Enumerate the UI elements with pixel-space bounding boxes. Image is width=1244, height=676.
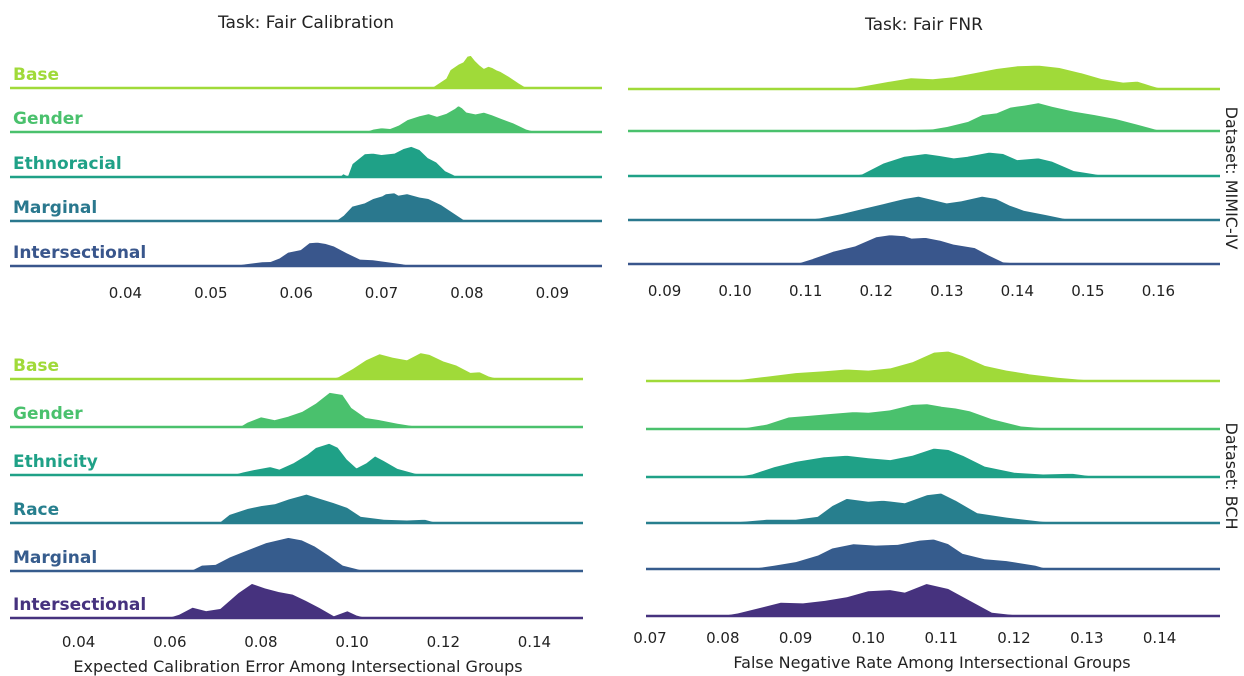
density-outline-base-2 (328, 350, 503, 381)
density-marginal-2 (10, 536, 583, 571)
density-outline-ethnoracial-1 (847, 150, 1110, 178)
x-tick-label-3-2: 0.09 (779, 629, 812, 647)
row-label-marginal-2: Marginal (13, 548, 97, 568)
density-outline-marginal-1 (798, 194, 1075, 222)
x-tick-label-0-4: 0.08 (450, 284, 483, 302)
density-outline-marginal-0 (333, 191, 468, 222)
density-intersectional-1 (628, 234, 1220, 264)
x-axis-label-fnr: False Negative Rate Among Intersectional… (733, 653, 1130, 672)
density-outline-marginal-3 (730, 537, 1051, 571)
x-tick-label-2-3: 0.10 (335, 633, 368, 651)
x-tick-label-3-1: 0.08 (706, 629, 739, 647)
density-outline-base-1 (840, 63, 1166, 91)
x-tick-label-2-1: 0.06 (153, 633, 186, 651)
row-title-mimic-iv: Dataset: MIMIC-IV (1222, 107, 1241, 250)
x-tick-label-3-6: 0.13 (1070, 629, 1103, 647)
x-axis-label-calibration: Expected Calibration Error Among Interse… (73, 657, 522, 676)
row-label-base-0: Base (13, 65, 59, 85)
x-tick-label-1-2: 0.11 (789, 282, 822, 300)
density-base-3 (646, 350, 1220, 381)
density-outline-ethnoracial-0 (338, 144, 459, 178)
density-gender-3 (646, 403, 1220, 429)
x-tick-label-3-5: 0.12 (997, 629, 1030, 647)
density-gender-2 (10, 391, 583, 427)
density-gender-1 (628, 102, 1220, 131)
x-tick-label-3-7: 0.14 (1143, 629, 1176, 647)
density-race-2 (10, 493, 583, 523)
x-tick-label-1-0: 0.09 (648, 282, 681, 300)
density-intersectional-2 (10, 582, 583, 618)
row-label-intersectional-0: Intersectional (13, 243, 146, 263)
panel-title-fair-calibration: Task: Fair Calibration (217, 13, 394, 33)
density-ethnoracial-1 (628, 151, 1220, 176)
x-tick-label-3-0: 0.07 (633, 629, 666, 647)
ridgeline-panel-1: 0.09 0.10 0.11 0.12 0.13 0.14 0.15 0.16 (628, 63, 1220, 300)
density-race-3 (646, 492, 1220, 523)
x-tick-label-2-0: 0.04 (62, 633, 95, 651)
density-outline-gender-2 (237, 390, 435, 429)
x-tick-label-1-4: 0.13 (930, 282, 963, 300)
density-outline-race-3 (722, 491, 1095, 525)
x-tick-label-1-5: 0.14 (1001, 282, 1034, 300)
row-label-race-2: Race (13, 500, 59, 520)
density-outline-gender-3 (722, 402, 1073, 431)
x-tick-label-1-6: 0.15 (1071, 282, 1104, 300)
x-tick-label-1-1: 0.10 (718, 282, 751, 300)
density-base-2 (10, 352, 583, 379)
x-tick-label-1-3: 0.12 (859, 282, 892, 300)
density-ethnicity-2 (10, 442, 583, 475)
ridgeline-panel-3: 0.07 0.08 0.09 0.10 0.11 0.12 0.13 0.14 (633, 349, 1220, 647)
x-tick-label-0-0: 0.04 (109, 284, 142, 302)
row-label-marginal-0: Marginal (13, 198, 97, 218)
x-tick-label-0-2: 0.06 (279, 284, 312, 302)
row-label-gender-2: Gender (13, 404, 83, 424)
x-tick-label-0-1: 0.05 (194, 284, 227, 302)
x-tick-label-2-2: 0.08 (244, 633, 277, 651)
density-base-0 (10, 54, 602, 88)
panels: Base Gender Ethnoracial Marginal Intersectio… (10, 53, 1220, 651)
density-outline-base-0 (428, 53, 532, 90)
density-outline-base-3 (708, 349, 1116, 383)
density-marginal-0 (10, 192, 602, 221)
row-label-ethnicity-2: Ethnicity (13, 452, 98, 472)
density-outline-intersectional-3 (715, 581, 1051, 618)
density-outline-intersectional-0 (227, 240, 416, 268)
x-tick-label-2-4: 0.12 (427, 633, 460, 651)
row-label-intersectional-2: Intersectional (13, 595, 146, 615)
density-outline-ethnicity-2 (228, 441, 435, 477)
density-marginal-1 (628, 195, 1220, 220)
x-tick-label-1-7: 0.16 (1142, 282, 1175, 300)
density-gender-0 (10, 104, 602, 132)
x-tick-label-0-5: 0.09 (536, 284, 569, 302)
density-intersectional-3 (646, 582, 1220, 616)
ridgeline-panel-0: Base Gender Ethnoracial Marginal Intersectio… (10, 53, 602, 302)
density-ethnicity-3 (646, 447, 1220, 477)
x-tick-label-0-3: 0.07 (365, 284, 398, 302)
panel-title-fair-fnr: Task: Fair FNR (864, 15, 983, 35)
density-marginal-3 (646, 538, 1220, 569)
density-outline-intersectional-1 (784, 233, 1032, 266)
density-outline-intersectional-2 (164, 581, 371, 620)
x-tick-label-3-3: 0.10 (852, 629, 885, 647)
row-title-bch: Dataset: BCH (1222, 422, 1241, 529)
x-tick-label-2-5: 0.14 (518, 633, 551, 651)
density-intersectional-0 (10, 241, 602, 266)
density-outline-gender-1 (883, 101, 1173, 133)
density-outline-gender-0 (347, 103, 540, 134)
row-label-ethnoracial-0: Ethnoracial (13, 154, 122, 174)
ridgeline-panel-2: Base Gender Ethnicity Race Marginal Intersect… (10, 350, 583, 651)
density-outline-race-2 (210, 492, 444, 525)
x-tick-label-3-4: 0.11 (924, 629, 957, 647)
row-label-base-2: Base (13, 356, 59, 376)
density-outline-ethnicity-3 (729, 446, 1116, 479)
row-label-gender-0: Gender (13, 109, 83, 129)
density-outline-marginal-2 (178, 535, 398, 573)
